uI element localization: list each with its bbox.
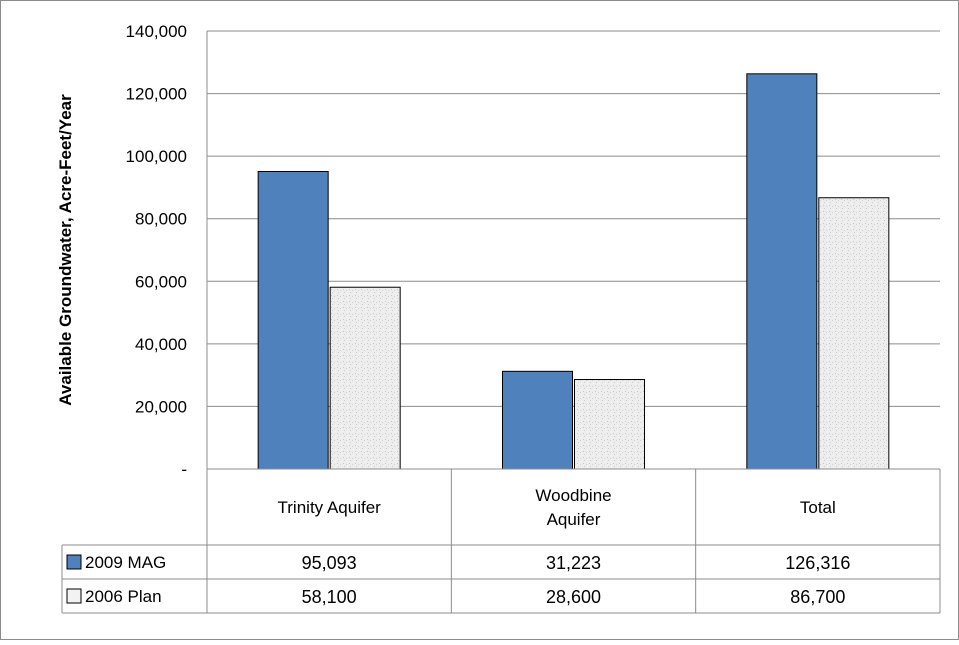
category-label: Trinity Aquifer: [278, 498, 382, 517]
y-tick-label: -: [181, 460, 187, 479]
legend-key-plan-2006: [66, 588, 82, 604]
y-axis-title: Available Groundwater, Acre-Feet/Year: [56, 94, 75, 406]
data-label: 58,100: [302, 587, 357, 607]
y-tick-label: 60,000: [135, 272, 187, 291]
data-label: 86,700: [790, 587, 845, 607]
y-tick-label: 40,000: [135, 335, 187, 354]
category-label: Total: [800, 498, 836, 517]
bar-mag-2009: [502, 370, 573, 470]
bar-plan-2006: [329, 286, 401, 470]
bar-mag-2009: [257, 170, 329, 470]
data-label: 126,316: [785, 553, 850, 573]
data-label: 31,223: [546, 553, 601, 573]
category-label: Aquifer: [547, 510, 601, 529]
y-tick-label: 100,000: [126, 147, 187, 166]
y-tick-label: 20,000: [135, 397, 187, 416]
legend-entry: 2009 MAG: [85, 553, 166, 572]
category-label: Woodbine: [535, 486, 611, 505]
bar-plan-2006: [574, 379, 645, 470]
y-tick-label: 80,000: [135, 210, 187, 229]
bar-plan-2006: [818, 197, 890, 470]
legend-key-mag-2009: [66, 554, 82, 570]
y-tick-label: 140,000: [126, 22, 187, 41]
y-tick-label: 120,000: [126, 85, 187, 104]
data-label: 28,600: [546, 587, 601, 607]
legend-entry: 2006 Plan: [85, 587, 162, 606]
bar-mag-2009: [746, 73, 818, 470]
data-label: 95,093: [302, 553, 357, 573]
